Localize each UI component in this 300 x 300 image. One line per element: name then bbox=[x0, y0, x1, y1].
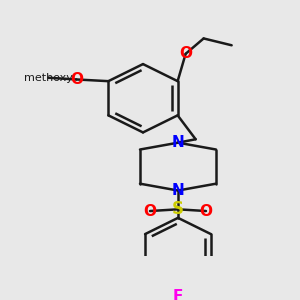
Text: O: O bbox=[143, 203, 157, 218]
Text: S: S bbox=[172, 200, 184, 218]
Text: F: F bbox=[173, 289, 183, 300]
Text: N: N bbox=[172, 183, 184, 198]
Text: methoxy: methoxy bbox=[24, 73, 73, 83]
Text: N: N bbox=[172, 135, 184, 150]
Text: O: O bbox=[70, 72, 83, 87]
Text: O: O bbox=[200, 203, 212, 218]
Text: O: O bbox=[179, 46, 192, 61]
